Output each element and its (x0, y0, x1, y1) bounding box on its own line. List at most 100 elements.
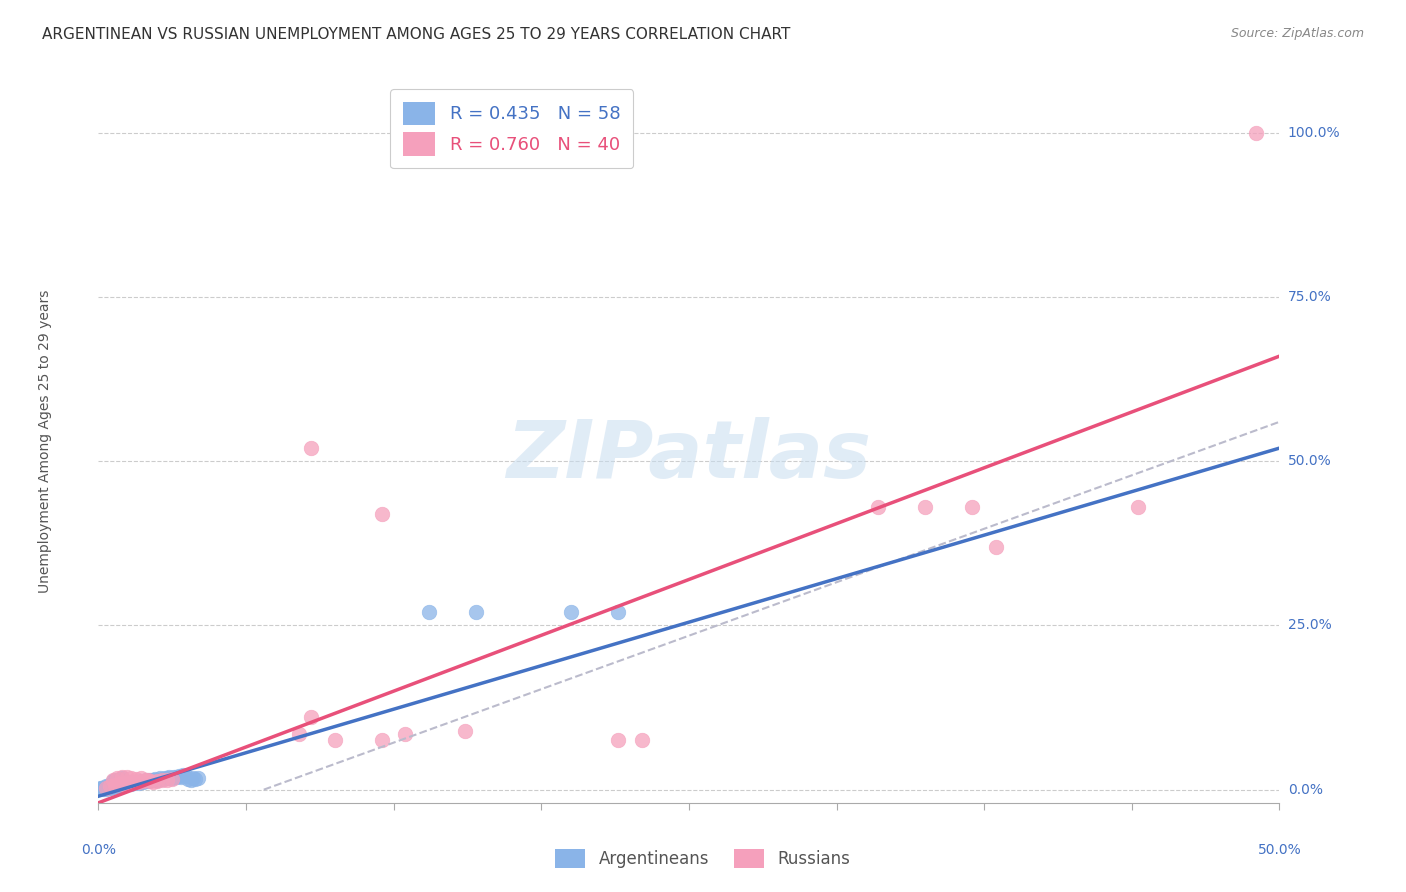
Point (118, 776, 141, 790)
Text: 100.0%: 100.0% (1288, 126, 1340, 140)
Point (94, 780, 117, 795)
Point (167, 769, 190, 783)
Point (105, 779, 128, 793)
Point (108, 778, 131, 792)
Point (160, 771, 183, 785)
Point (129, 772, 152, 786)
Point (118, 776, 141, 790)
Point (1244, 126, 1267, 140)
Point (607, 605, 630, 619)
Text: Source: ZipAtlas.com: Source: ZipAtlas.com (1230, 27, 1364, 40)
Point (98, 780, 121, 795)
Point (108, 772, 131, 786)
Legend: Argentineans, Russians: Argentineans, Russians (548, 842, 858, 875)
Point (91, 781, 114, 796)
Point (156, 772, 179, 786)
Point (165, 770, 187, 784)
Point (607, 733, 630, 747)
Point (962, 500, 984, 515)
Point (418, 605, 440, 619)
Legend: R = 0.435   N = 58, R = 0.760   N = 40: R = 0.435 N = 58, R = 0.760 N = 40 (391, 89, 633, 169)
Point (181, 772, 204, 786)
Point (94, 780, 117, 795)
Text: 0.0%: 0.0% (82, 843, 115, 856)
Point (135, 773, 157, 788)
Point (866, 500, 889, 515)
Point (149, 772, 172, 786)
Point (94, 782, 117, 797)
Point (115, 777, 138, 791)
Point (91, 782, 114, 797)
Point (121, 777, 143, 791)
Point (98, 780, 121, 794)
Point (371, 507, 394, 521)
Point (101, 774, 124, 789)
Point (143, 772, 166, 786)
Point (90, 781, 112, 796)
Point (453, 723, 475, 738)
Point (630, 733, 652, 747)
Point (156, 772, 179, 787)
Point (128, 774, 150, 789)
Point (142, 774, 165, 789)
Point (153, 771, 176, 785)
Point (112, 777, 135, 791)
Point (104, 780, 127, 794)
Point (288, 727, 311, 741)
Point (465, 605, 488, 619)
Text: 0.0%: 0.0% (1288, 782, 1323, 797)
Point (101, 772, 124, 787)
Point (139, 774, 162, 789)
Point (94, 780, 117, 794)
Point (122, 775, 145, 789)
Point (371, 733, 394, 747)
Point (101, 778, 124, 792)
Point (299, 710, 322, 724)
Text: ZIPatlas: ZIPatlas (506, 417, 872, 495)
Point (146, 774, 169, 789)
Point (132, 775, 155, 789)
Point (150, 772, 173, 786)
Point (184, 772, 207, 786)
Point (157, 770, 180, 784)
Point (129, 774, 152, 789)
Point (323, 733, 346, 747)
Point (174, 769, 197, 783)
Point (299, 441, 322, 455)
Point (187, 771, 209, 785)
Point (180, 772, 202, 787)
Point (104, 773, 127, 788)
Text: 75.0%: 75.0% (1288, 290, 1331, 304)
Point (136, 774, 159, 789)
Text: ARGENTINEAN VS RUSSIAN UNEMPLOYMENT AMONG AGES 25 TO 29 YEARS CORRELATION CHART: ARGENTINEAN VS RUSSIAN UNEMPLOYMENT AMON… (42, 27, 790, 42)
Point (98, 780, 121, 794)
Point (112, 778, 135, 792)
Point (177, 772, 200, 786)
Point (125, 774, 148, 789)
Point (560, 605, 582, 619)
Point (104, 778, 127, 792)
Point (150, 773, 173, 788)
Point (125, 772, 148, 786)
Point (101, 780, 124, 794)
Point (136, 773, 159, 788)
Point (914, 500, 936, 515)
Point (97, 781, 120, 796)
Point (984, 540, 1007, 554)
Point (163, 770, 186, 784)
Point (121, 771, 143, 785)
Point (105, 772, 128, 786)
Point (132, 774, 155, 789)
Point (128, 776, 150, 790)
Point (111, 772, 134, 786)
Text: 50.0%: 50.0% (1257, 843, 1302, 856)
Point (172, 768, 194, 782)
Point (108, 777, 131, 791)
Point (142, 773, 165, 788)
Point (122, 775, 145, 789)
Point (170, 770, 193, 784)
Point (111, 770, 134, 784)
Point (111, 777, 134, 791)
Point (115, 770, 138, 784)
Point (146, 772, 169, 787)
